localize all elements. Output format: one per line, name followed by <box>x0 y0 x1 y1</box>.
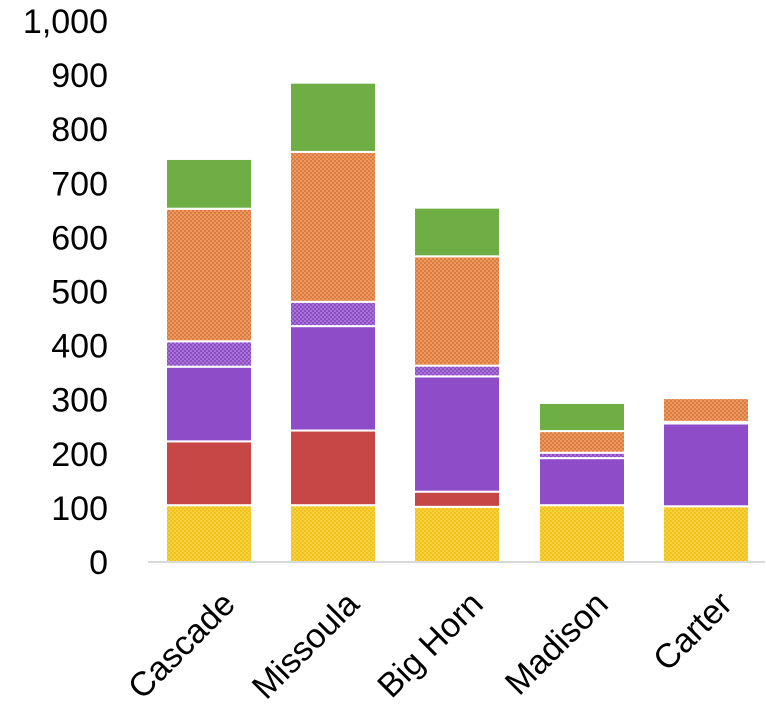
bar-stack <box>538 401 626 564</box>
y-tick-label: 700 <box>51 165 108 203</box>
x-category-label: Missoula <box>245 585 367 707</box>
bar-segment <box>289 429 377 507</box>
bar-segment <box>289 504 377 564</box>
bar-segment <box>165 157 253 210</box>
bar-segment <box>165 504 253 564</box>
bar-segment <box>289 150 377 303</box>
bar-segment <box>413 375 501 493</box>
y-tick-label: 1,000 <box>23 3 108 41</box>
y-tick-label: 400 <box>51 328 108 366</box>
bar-stack <box>165 157 253 564</box>
y-tick-label: 500 <box>51 274 108 312</box>
bar-stack <box>662 397 750 564</box>
bar-segment <box>289 325 377 432</box>
bar-segment <box>538 401 626 433</box>
x-axis-category-labels: Cascade Missoula Big Horn Madison Carter <box>121 585 740 707</box>
x-category-label: Madison <box>498 585 616 703</box>
y-tick-label: 800 <box>51 111 108 149</box>
x-category-label: Big Horn <box>370 585 490 705</box>
bar-segment <box>538 457 626 507</box>
bar-segment <box>662 422 750 508</box>
bar-segment <box>538 430 626 454</box>
y-tick-label: 0 <box>89 544 108 582</box>
bar-segment <box>662 397 750 423</box>
bar-segment <box>289 81 377 153</box>
y-tick-label: 100 <box>51 490 108 528</box>
y-tick-label: 600 <box>51 219 108 257</box>
y-axis-tick-labels: 0 100 200 300 400 500 600 700 800 900 1,000 <box>23 3 108 582</box>
bar-segment <box>662 505 750 564</box>
x-category-label: Carter <box>646 585 740 679</box>
y-tick-label: 300 <box>51 382 108 420</box>
bar-segment <box>289 300 377 328</box>
bar-segment <box>413 255 501 367</box>
y-tick-label: 900 <box>51 57 108 95</box>
bar-segment <box>165 340 253 368</box>
y-tick-label: 200 <box>51 436 108 474</box>
bar-segment <box>538 504 626 564</box>
bar-segment <box>165 440 253 507</box>
bar-segment <box>413 490 501 508</box>
bar-stack <box>413 206 501 563</box>
bar-segment <box>413 364 501 378</box>
bar-segment <box>165 207 253 343</box>
bar-segment <box>413 206 501 258</box>
bar-segment <box>165 365 253 443</box>
bar-segment <box>413 505 501 563</box>
x-category-label: Cascade <box>121 585 243 707</box>
bar-stack <box>289 81 377 564</box>
bars-group <box>165 81 750 564</box>
